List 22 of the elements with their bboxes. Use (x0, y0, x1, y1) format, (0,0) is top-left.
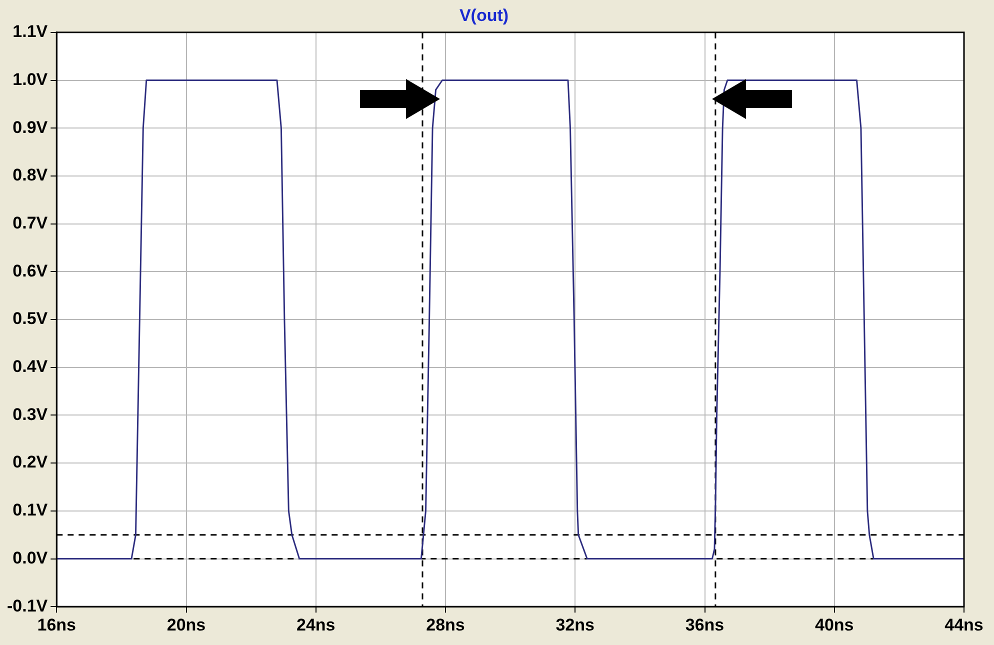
y-tick-label: 0.9V (12, 118, 48, 137)
y-tick-label: 0.1V (12, 500, 48, 520)
x-tick-label: 28ns (426, 615, 465, 634)
x-tick-label: 36ns (685, 615, 724, 634)
y-tick-label: 0.8V (12, 166, 48, 185)
y-tick-label: 0.6V (12, 261, 48, 280)
y-tick-label: 0.4V (12, 357, 48, 376)
chart-title: V(out) (459, 6, 509, 25)
x-tick-label: 24ns (296, 615, 336, 634)
y-tick-label: -0.1V (6, 596, 48, 616)
x-tick-label: 44ns (944, 615, 984, 634)
x-tick-label: 40ns (815, 615, 854, 634)
y-tick-label: 0.2V (12, 452, 48, 472)
x-tick-label: 16ns (37, 615, 76, 634)
y-tick-label: 0.3V (12, 404, 48, 424)
y-tick-label: 0.0V (12, 548, 48, 568)
y-tick-label: 0.7V (12, 213, 48, 232)
x-tick-label: 32ns (556, 615, 595, 634)
x-tick-label: 20ns (166, 615, 206, 634)
y-tick-label: 1.0V (12, 70, 48, 89)
y-tick-label: 1.1V (12, 22, 48, 42)
y-tick-label: 0.5V (12, 309, 48, 328)
